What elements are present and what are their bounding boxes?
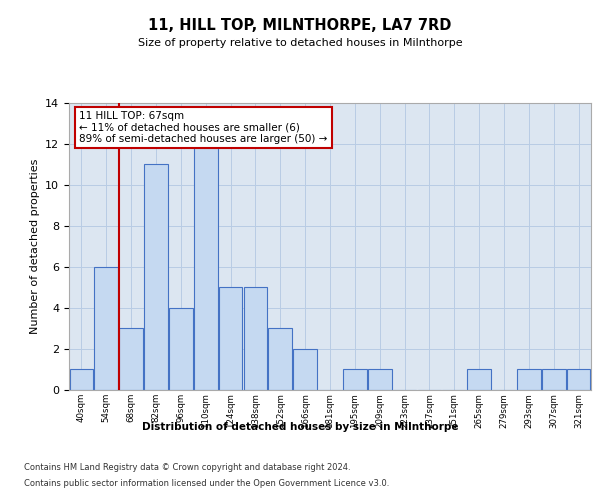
Text: Contains public sector information licensed under the Open Government Licence v3: Contains public sector information licen…: [24, 479, 389, 488]
Text: 11, HILL TOP, MILNTHORPE, LA7 7RD: 11, HILL TOP, MILNTHORPE, LA7 7RD: [148, 18, 452, 32]
Bar: [567, 370, 590, 390]
Bar: [244, 288, 267, 390]
Bar: [194, 144, 218, 390]
Bar: [517, 370, 541, 390]
Bar: [268, 328, 292, 390]
Text: 11 HILL TOP: 67sqm
← 11% of detached houses are smaller (6)
89% of semi-detached: 11 HILL TOP: 67sqm ← 11% of detached hou…: [79, 111, 328, 144]
Bar: [467, 370, 491, 390]
Text: Contains HM Land Registry data © Crown copyright and database right 2024.: Contains HM Land Registry data © Crown c…: [24, 462, 350, 471]
Bar: [343, 370, 367, 390]
Bar: [368, 370, 392, 390]
Bar: [94, 267, 118, 390]
Bar: [542, 370, 566, 390]
Bar: [119, 328, 143, 390]
Y-axis label: Number of detached properties: Number of detached properties: [29, 158, 40, 334]
Bar: [70, 370, 93, 390]
Text: Size of property relative to detached houses in Milnthorpe: Size of property relative to detached ho…: [137, 38, 463, 48]
Bar: [293, 349, 317, 390]
Text: Distribution of detached houses by size in Milnthorpe: Distribution of detached houses by size …: [142, 422, 458, 432]
Bar: [144, 164, 168, 390]
Bar: [219, 288, 242, 390]
Bar: [169, 308, 193, 390]
